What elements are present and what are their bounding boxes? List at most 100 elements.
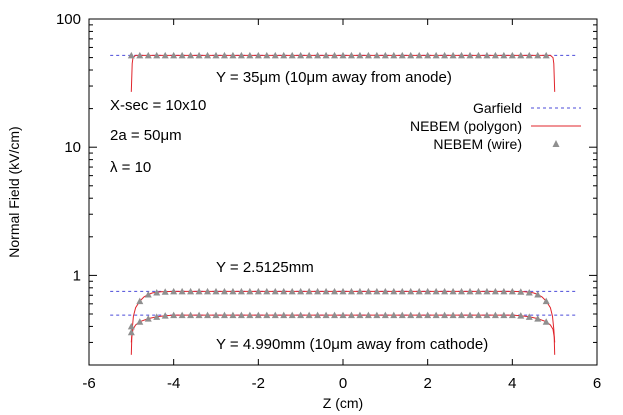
marker-nebem-wire (449, 287, 457, 295)
marker-nebem-wire (322, 287, 330, 295)
marker-nebem-wire (381, 311, 389, 319)
x-tick-label: -2 (252, 375, 265, 392)
marker-nebem-wire (204, 287, 212, 295)
marker-nebem-wire (314, 311, 322, 319)
marker-nebem-wire (500, 311, 508, 319)
marker-nebem-wire (491, 287, 499, 295)
marker-nebem-wire (339, 287, 347, 295)
marker-nebem-wire (458, 287, 466, 295)
marker-nebem-wire (187, 311, 195, 319)
marker-nebem-wire (271, 51, 279, 59)
marker-nebem-wire (517, 51, 525, 59)
marker-nebem-wire (178, 311, 186, 319)
marker-nebem-wire (288, 51, 296, 59)
marker-nebem-wire (187, 287, 195, 295)
legend-label-polygon: NEBEM (polygon) (410, 118, 522, 134)
marker-nebem-wire (220, 287, 228, 295)
marker-nebem-wire (204, 311, 212, 319)
marker-nebem-wire (263, 287, 271, 295)
marker-nebem-wire (390, 287, 398, 295)
marker-nebem-wire (441, 51, 449, 59)
marker-nebem-wire (356, 51, 364, 59)
x-tick-label: 0 (339, 375, 347, 392)
marker-nebem-wire (517, 288, 525, 295)
marker-nebem-wire (398, 311, 406, 319)
marker-nebem-wire (271, 287, 279, 295)
marker-nebem-wire (305, 287, 313, 295)
marker-nebem-wire (491, 311, 499, 319)
marker-nebem-wire (144, 315, 152, 322)
marker-nebem-wire (364, 51, 372, 59)
marker-nebem-wire (339, 51, 347, 59)
marker-nebem-wire (280, 287, 288, 295)
marker-nebem-wire (534, 315, 542, 322)
marker-nebem-wire (305, 311, 313, 319)
marker-nebem-wire (432, 311, 440, 319)
marker-nebem-wire (398, 51, 406, 59)
marker-nebem-wire (381, 51, 389, 59)
marker-nebem-wire (534, 51, 542, 59)
marker-nebem-wire (517, 312, 525, 319)
marker-nebem-wire (144, 290, 152, 298)
marker-nebem-wire (144, 51, 152, 59)
marker-nebem-wire (237, 311, 245, 319)
marker-nebem-wire (127, 51, 135, 59)
marker-nebem-wire (161, 288, 169, 295)
marker-nebem-wire (373, 311, 381, 319)
annotation-y4990: Y = 4.990mm (10μm away from cathode) (216, 336, 488, 353)
marker-nebem-wire (314, 287, 322, 295)
marker-nebem-wire (373, 287, 381, 295)
marker-nebem-wire (254, 51, 262, 59)
x-tick-label: -6 (82, 375, 95, 392)
annotation-y35: Y = 35μm (10μm away from anode) (216, 69, 452, 86)
marker-nebem-wire (161, 312, 169, 319)
x-tick-label: 2 (423, 375, 431, 392)
marker-nebem-wire (525, 51, 533, 59)
marker-nebem-wire (483, 287, 491, 295)
y-tick-label: 1 (73, 267, 81, 284)
marker-nebem-wire (347, 287, 355, 295)
marker-nebem-wire (237, 51, 245, 59)
marker-nebem-wire (390, 51, 398, 59)
marker-nebem-wire (314, 51, 322, 59)
marker-nebem-wire (466, 51, 474, 59)
marker-nebem-wire (339, 311, 347, 319)
marker-nebem-wire (407, 311, 415, 319)
annotation-xsec: X-sec = 10x10 (110, 97, 206, 114)
marker-nebem-wire (483, 311, 491, 319)
marker-nebem-wire (136, 51, 144, 59)
marker-nebem-wire (542, 51, 550, 59)
marker-nebem-wire (212, 311, 220, 319)
marker-nebem-wire (407, 51, 415, 59)
annotation-diam: 2a = 50μm (110, 127, 182, 144)
marker-nebem-wire (237, 287, 245, 295)
marker-nebem-wire (415, 51, 423, 59)
marker-nebem-wire (178, 287, 186, 295)
marker-nebem-wire (449, 311, 457, 319)
marker-nebem-wire (364, 287, 372, 295)
marker-nebem-wire (246, 311, 254, 319)
marker-nebem-wire (458, 311, 466, 319)
marker-nebem-wire (204, 51, 212, 59)
marker-nebem-wire (153, 313, 161, 320)
x-tick-label: 6 (593, 375, 601, 392)
y-tick-label: 100 (56, 11, 81, 28)
marker-nebem-wire (246, 51, 254, 59)
marker-nebem-wire (508, 311, 516, 319)
ticks-layer: -6 -4 -2 0 2 4 6 1 10 100 (56, 11, 601, 392)
marker-nebem-wire (542, 318, 550, 325)
marker-nebem-wire (525, 313, 533, 320)
marker-nebem-wire (331, 287, 339, 295)
marker-nebem-wire (407, 287, 415, 295)
marker-nebem-wire (474, 287, 482, 295)
y-tick-label: 10 (64, 139, 81, 156)
marker-nebem-wire (280, 51, 288, 59)
x-axis-label: Z (cm) (323, 395, 363, 411)
marker-nebem-wire (432, 51, 440, 59)
legend-marker-wire (552, 140, 560, 147)
marker-nebem-wire (424, 287, 432, 295)
marker-nebem-wire (466, 287, 474, 295)
marker-nebem-wire (331, 51, 339, 59)
marker-nebem-wire (305, 51, 313, 59)
